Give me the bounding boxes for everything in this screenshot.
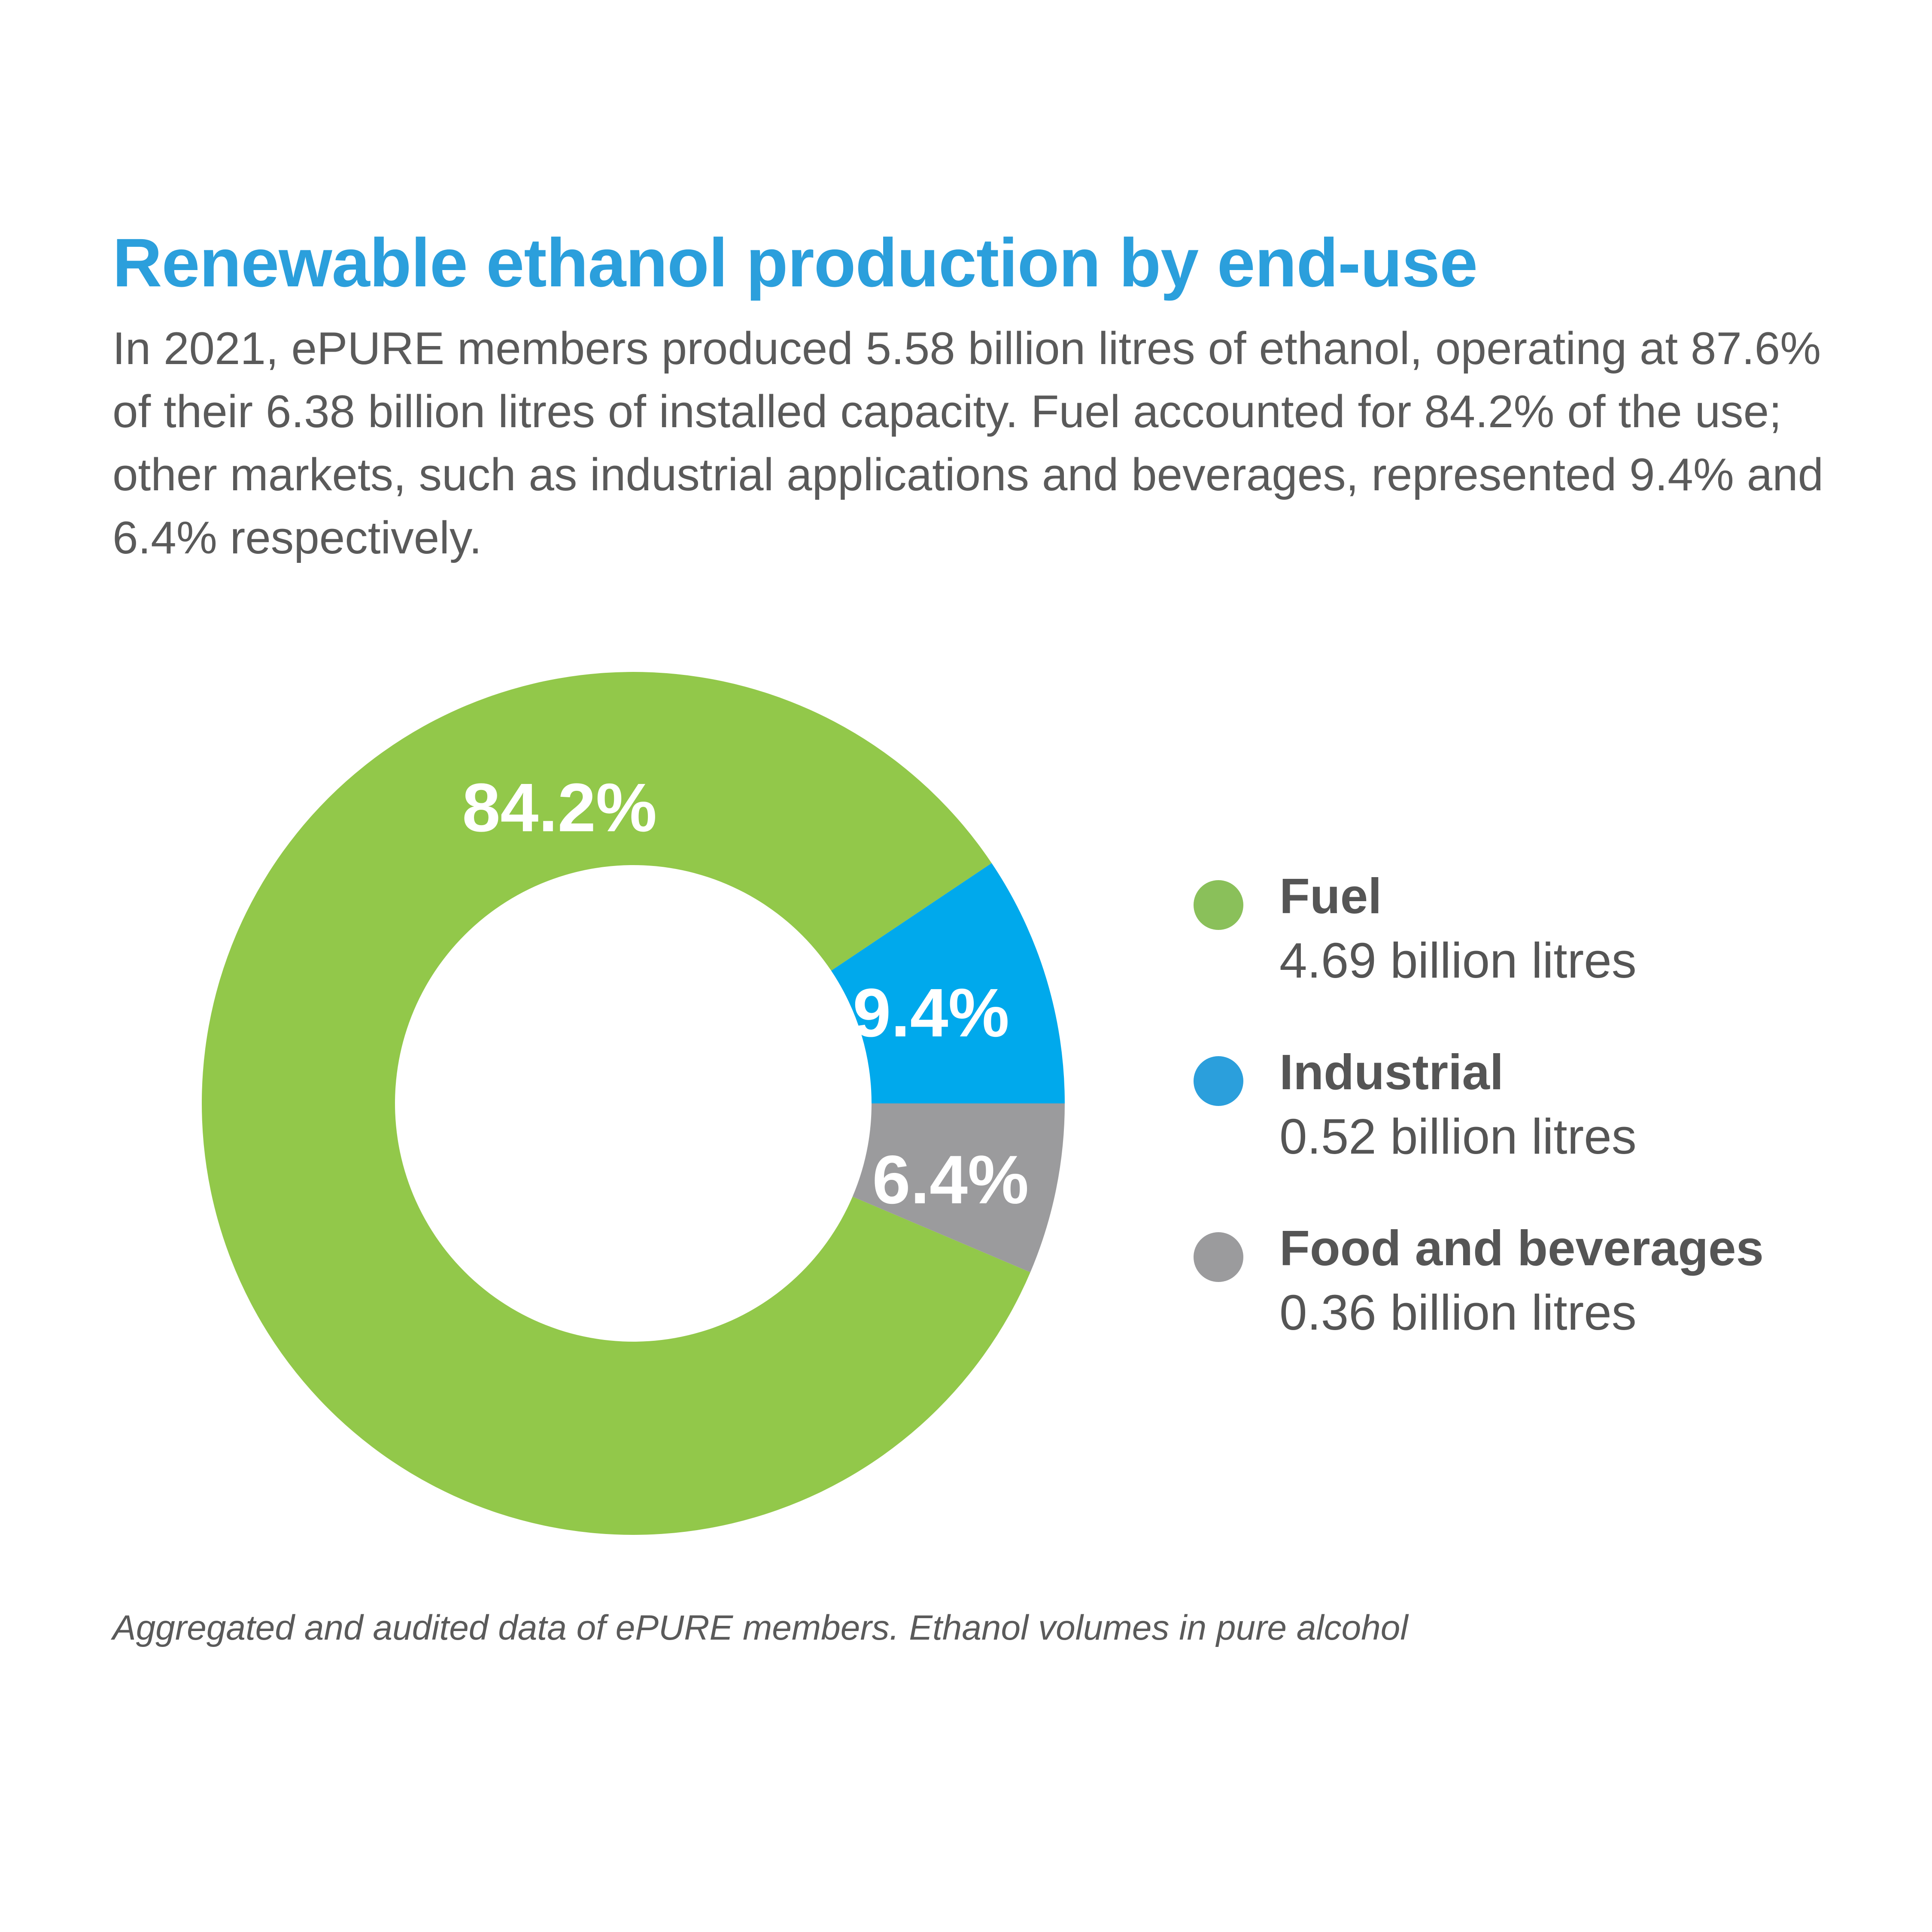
legend-marker-fuel [1194, 880, 1243, 930]
legend-label-industrial: Industrial [1279, 1044, 1504, 1100]
legend-marker-food-and-beverages [1194, 1232, 1243, 1282]
slice-industrial [831, 863, 1065, 1103]
slice-label-industrial: 9.4% [853, 974, 1009, 1051]
legend-value-fuel: 4.69 billion litres [1279, 933, 1637, 988]
legend-marker-industrial [1194, 1056, 1243, 1106]
slice-label-food-and-beverages: 6.4% [872, 1141, 1029, 1218]
slice-label-fuel: 84.2% [462, 769, 657, 846]
legend-value-food-and-beverages: 0.36 billion litres [1279, 1285, 1637, 1340]
footnote: Aggregated and audited data of ePURE mem… [112, 1608, 1408, 1647]
chart-title: Renewable ethanol production by end-use [112, 224, 1478, 301]
slice-food-and-beverages [852, 1103, 1065, 1273]
chart-subtitle: In 2021, ePURE members produced 5.58 bil… [112, 322, 1824, 563]
legend-value-industrial: 0.52 billion litres [1279, 1109, 1637, 1164]
legend-label-food-and-beverages: Food and beverages [1279, 1220, 1764, 1276]
legend-label-fuel: Fuel [1279, 868, 1382, 924]
slice-fuel [202, 672, 1030, 1535]
